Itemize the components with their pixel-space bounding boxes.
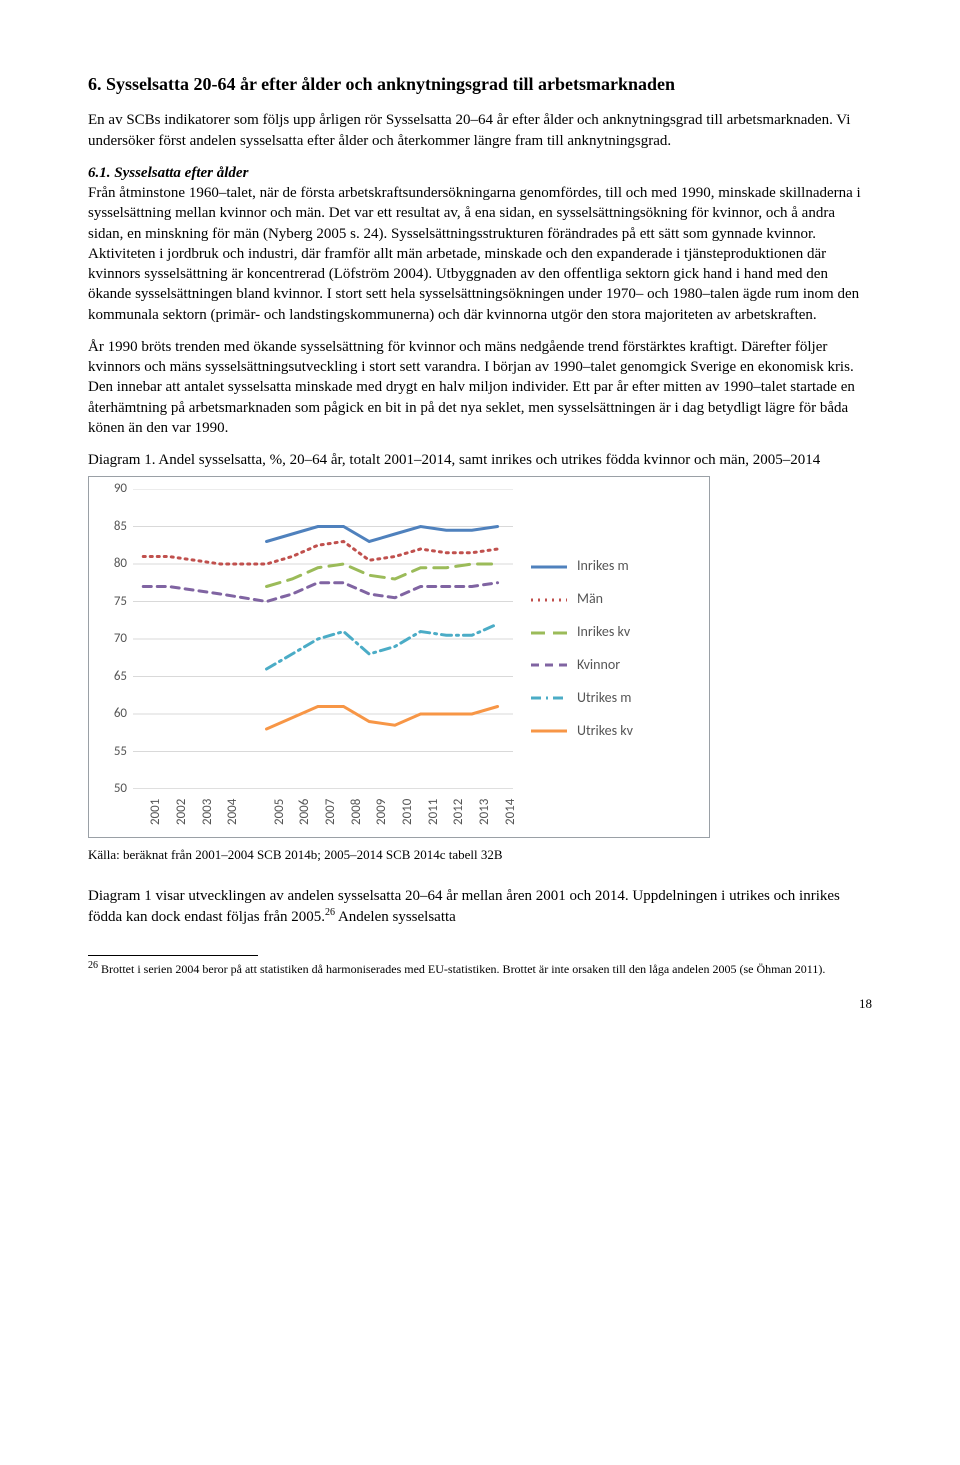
legend-swatch — [531, 560, 567, 574]
legend-label: Utrikes m — [577, 689, 631, 708]
legend-swatch — [531, 658, 567, 672]
y-tick-label: 65 — [97, 668, 127, 686]
legend-swatch — [531, 724, 567, 738]
x-tick-label: 2002 — [173, 799, 179, 825]
y-tick-label: 70 — [97, 631, 127, 649]
paragraph-1: 6.1. Sysselsatta efter ålder Från åtminst… — [88, 163, 872, 325]
chart-plot-area — [133, 489, 513, 789]
y-tick-label: 50 — [97, 781, 127, 799]
x-tick-label: 2001 — [147, 799, 153, 825]
legend-item: Män — [531, 590, 691, 609]
after-chart-paragraph: Diagram 1 visar utvecklingen av andelen … — [88, 886, 872, 928]
paragraph-2: År 1990 bröts trenden med ökande syssels… — [88, 337, 872, 438]
chart-legend: Inrikes m Män Inrikes kv Kvinnor Utrikes m Ut… — [531, 557, 691, 754]
x-tick-label: 2009 — [373, 799, 379, 825]
legend-label: Män — [577, 590, 603, 609]
x-tick-label: 2005 — [271, 799, 277, 825]
y-tick-label: 60 — [97, 706, 127, 724]
page-number: 18 — [88, 995, 872, 1013]
legend-label: Utrikes kv — [577, 722, 633, 741]
x-tick-label: 2003 — [199, 799, 205, 825]
chart-caption: Diagram 1. Andel sysselsatta, %, 20–64 å… — [88, 450, 872, 470]
subsection-heading: 6.1. Sysselsatta efter ålder — [88, 165, 248, 181]
footnote-text: Brottet i serien 2004 beror på att stati… — [98, 962, 825, 976]
paragraph-1-body: Från åtminstone 1960–talet, när de först… — [88, 185, 861, 323]
x-tick-label: 2008 — [348, 799, 354, 825]
y-tick-label: 75 — [97, 593, 127, 611]
legend-label: Kvinnor — [577, 656, 620, 675]
x-tick-label: 2006 — [296, 799, 302, 825]
footnote-ref-26: 26 — [325, 907, 335, 918]
employment-chart: 50 55 60 65 70 75 80 85 90 2001 2002 2003 2004 2005 2… — [88, 476, 710, 838]
legend-swatch — [531, 691, 567, 705]
after-chart-text: Diagram 1 visar utvecklingen av andelen … — [88, 888, 840, 925]
x-tick-label: 2010 — [399, 799, 405, 825]
y-tick-label: 80 — [97, 556, 127, 574]
legend-item: Utrikes kv — [531, 722, 691, 741]
legend-item: Kvinnor — [531, 656, 691, 675]
section-title: 6. Sysselsatta 20-64 år efter ålder och … — [88, 72, 872, 96]
legend-swatch — [531, 626, 567, 640]
legend-swatch — [531, 593, 567, 607]
x-tick-label: 2012 — [450, 799, 456, 825]
chart-source: Källa: beräknat från 2001–2004 SCB 2014b… — [88, 846, 872, 864]
y-tick-label: 55 — [97, 743, 127, 761]
y-tick-label: 90 — [97, 481, 127, 499]
legend-label: Inrikes kv — [577, 623, 630, 642]
legend-item: Utrikes m — [531, 689, 691, 708]
footnote-number: 26 — [88, 960, 98, 971]
x-tick-label: 2014 — [502, 799, 508, 825]
after-chart-tail: Andelen sysselsatta — [335, 909, 456, 925]
legend-label: Inrikes m — [577, 557, 629, 576]
legend-item: Inrikes m — [531, 557, 691, 576]
x-tick-label: 2004 — [224, 799, 230, 825]
legend-item: Inrikes kv — [531, 623, 691, 642]
footnote-separator — [88, 955, 258, 956]
intro-paragraph: En av SCBs indikatorer som följs upp årl… — [88, 110, 872, 151]
x-tick-label: 2007 — [322, 799, 328, 825]
x-tick-label: 2011 — [425, 799, 431, 825]
x-tick-label: 2013 — [476, 799, 482, 825]
footnote-26: 26 Brottet i serien 2004 beror på att st… — [88, 960, 872, 977]
y-tick-label: 85 — [97, 518, 127, 536]
